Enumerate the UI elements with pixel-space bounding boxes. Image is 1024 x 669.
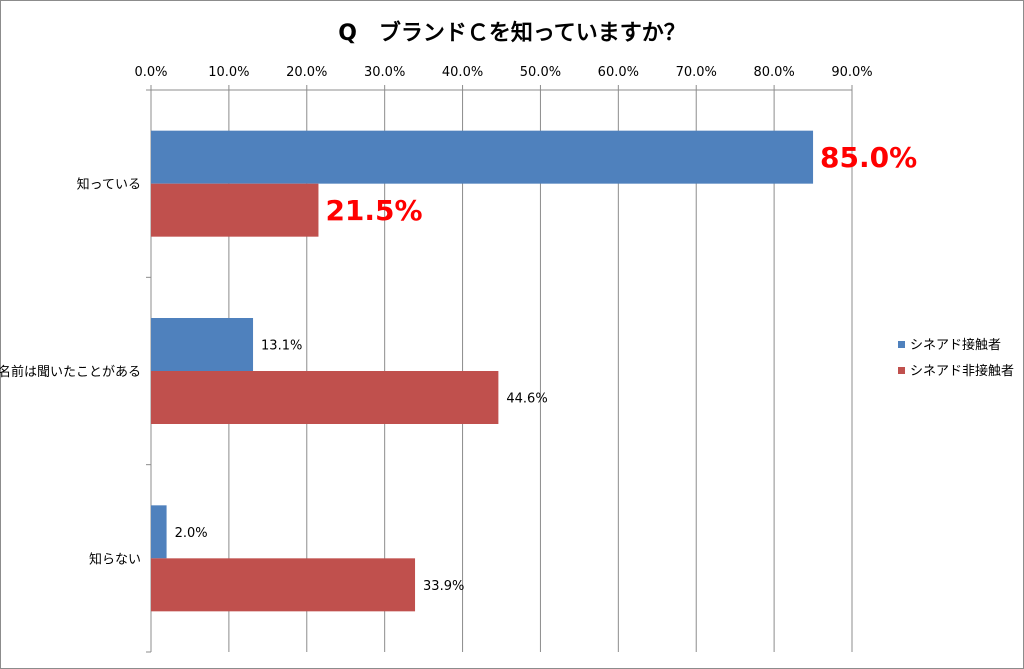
x-tick-label: 10.0% xyxy=(208,65,249,80)
data-label: 33.9% xyxy=(423,579,464,594)
legend-label: シネアド非接触者 xyxy=(910,363,1014,379)
category-label: 知っている xyxy=(77,177,141,193)
category-label: 名前は聞いたことがある xyxy=(0,364,141,380)
x-tick-label: 20.0% xyxy=(286,65,327,80)
x-tick-label: 90.0% xyxy=(831,65,872,80)
x-tick-label: 80.0% xyxy=(753,65,794,80)
category-label: 知らない xyxy=(89,551,141,567)
chart-title: Q ブランドＣを知っていますか？ xyxy=(338,20,686,46)
legend-swatch xyxy=(898,367,905,374)
data-label: 21.5% xyxy=(325,194,422,227)
bar-exposed xyxy=(151,130,814,184)
bar-unexposed xyxy=(151,371,499,424)
x-tick-label: 30.0% xyxy=(364,65,405,80)
x-tick-label: 70.0% xyxy=(676,65,717,80)
bar-exposed xyxy=(151,505,167,559)
x-tick-label: 40.0% xyxy=(442,65,483,80)
data-label: 85.0% xyxy=(820,141,917,174)
x-tick-label: 60.0% xyxy=(598,65,639,80)
legend-swatch xyxy=(898,341,905,348)
x-tick-label: 50.0% xyxy=(520,65,561,80)
legend-label: シネアド接触者 xyxy=(910,337,1001,353)
data-label: 2.0% xyxy=(175,526,208,541)
x-tick-label: 0.0% xyxy=(134,65,167,80)
bar-unexposed xyxy=(151,183,319,237)
bar-exposed xyxy=(151,318,254,371)
bar-unexposed xyxy=(151,558,416,612)
data-label: 13.1% xyxy=(261,339,302,354)
data-label: 44.6% xyxy=(506,392,547,407)
